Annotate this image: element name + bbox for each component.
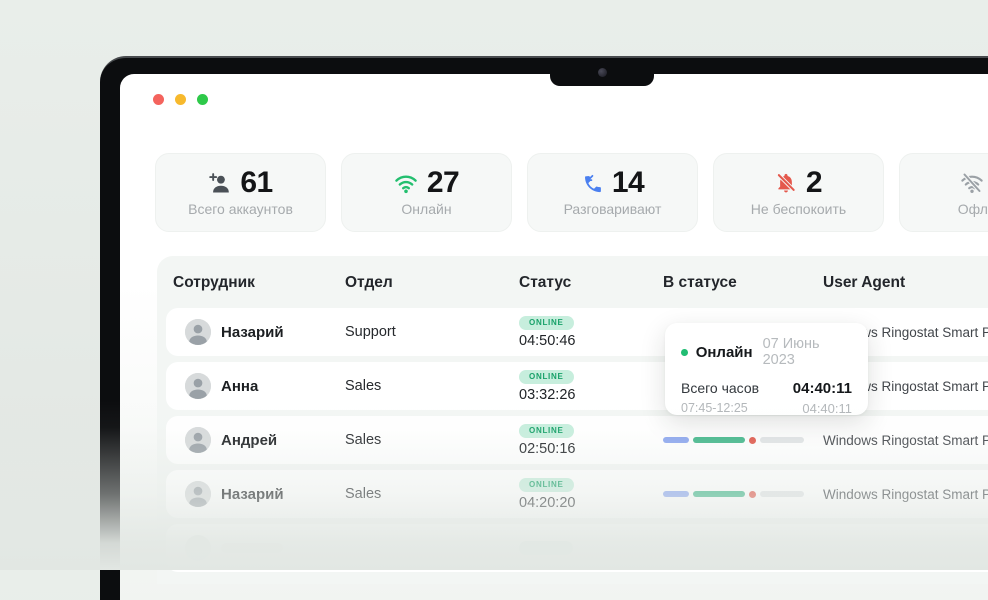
department: Sales xyxy=(345,432,382,448)
phone-incoming-icon xyxy=(581,172,603,194)
employee-name: Назарий xyxy=(221,323,284,341)
user-agent: Windows Ringostat Smart Phone xyxy=(823,432,988,448)
stat-card-1[interactable]: 27 Онлайн xyxy=(341,153,512,232)
tooltip-time-interval: 07:45-12:25 xyxy=(681,401,748,415)
status-badge: ONLINE xyxy=(519,369,574,384)
employees-table: Сотрудник Отдел Статус В статусе User Agent … xyxy=(157,256,988,584)
employee-name: Андрей xyxy=(221,431,278,449)
status-time: 04:20:20 xyxy=(519,494,576,511)
status-badge: ONLINE xyxy=(519,423,574,438)
status-progress-bar xyxy=(663,490,823,498)
table-row[interactable]: Назарий Sales ONLINE 04:20:20 Windows Ri… xyxy=(166,470,988,518)
webcam-notch xyxy=(550,58,654,86)
employee-name: Назарий xyxy=(221,485,284,503)
stat-card-4[interactable]: 3 Офлайн xyxy=(899,153,988,232)
bar-segment xyxy=(663,437,689,443)
table-header-row: Сотрудник Отдел Статус В статусе User Agent xyxy=(173,272,988,308)
column-header-2: Статус xyxy=(519,274,572,291)
user-plus-icon xyxy=(208,172,231,195)
stat-card-2[interactable]: 14 Разговаривают xyxy=(527,153,698,232)
stat-value: 27 xyxy=(426,166,460,199)
column-header-4: User Agent xyxy=(823,274,906,291)
column-header-1: Отдел xyxy=(345,274,393,291)
stat-card-0[interactable]: 61 Всего аккаунтов xyxy=(155,153,326,232)
webcam-icon xyxy=(598,68,607,77)
minimize-window-button[interactable] xyxy=(175,94,186,105)
window-controls xyxy=(153,94,208,105)
close-window-button[interactable] xyxy=(153,94,164,105)
stat-label: Всего аккаунтов xyxy=(188,201,293,217)
bell-slash-icon xyxy=(775,172,797,194)
column-header-0: Сотрудник xyxy=(173,274,255,291)
table-row[interactable]: Андрей Sales ONLINE 02:50:16 Windows Rin… xyxy=(166,416,988,464)
department: Support xyxy=(345,324,396,340)
stats-cards-row: 61 Всего аккаунтов 27 Онлайн 14 Разговар… xyxy=(155,153,988,232)
status-badge: ONLINE xyxy=(519,477,574,492)
status-time: 03:32:26 xyxy=(519,386,576,403)
department: Sales xyxy=(345,486,382,502)
stat-label: Офлайн xyxy=(957,201,988,217)
avatar xyxy=(185,481,211,507)
bar-segment xyxy=(749,490,756,498)
bar-segment xyxy=(760,437,804,443)
status-time: 04:50:46 xyxy=(519,332,576,349)
maximize-window-button[interactable] xyxy=(197,94,208,105)
stat-value: 61 xyxy=(240,166,273,199)
tooltip-total-hours-label: Всего часов xyxy=(681,380,760,396)
status-time: 02:50:16 xyxy=(519,440,576,457)
status-badge: ONLINE xyxy=(519,315,574,330)
wifi-icon xyxy=(394,171,418,195)
avatar xyxy=(185,319,211,345)
stat-label: Разговаривают xyxy=(563,201,662,217)
tooltip-date: 07 Июнь 2023 xyxy=(762,336,820,368)
avatar xyxy=(185,535,211,561)
user-agent: Windows Ringostat Smart Phone xyxy=(823,486,988,502)
department: Sales xyxy=(345,378,382,394)
bar-segment xyxy=(749,436,756,444)
bar-segment xyxy=(693,491,745,497)
stat-label: Онлайн xyxy=(401,201,452,217)
tooltip-interval-value: 04:40:11 xyxy=(802,401,852,416)
avatar xyxy=(185,373,211,399)
bar-segment xyxy=(760,491,804,497)
stat-value: 2 xyxy=(805,166,823,199)
online-dot-icon xyxy=(681,348,688,356)
avatar xyxy=(185,427,211,453)
tooltip-status-label: Онлайн xyxy=(695,343,753,361)
bar-segment xyxy=(693,437,745,443)
status-progress-bar xyxy=(663,436,823,444)
tooltip-total-hours-value: 04:40:11 xyxy=(792,380,852,397)
bar-segment xyxy=(663,491,689,497)
table-row-ghost[interactable] xyxy=(166,524,988,572)
stat-label: Не беспокоить xyxy=(750,201,847,217)
stat-value: 14 xyxy=(611,166,645,199)
status-tooltip: Онлайн 07 Июнь 2023 Всего часов 04:40:11… xyxy=(665,323,868,416)
stat-card-3[interactable]: 2 Не беспокоить xyxy=(713,153,884,232)
wifi-off-icon xyxy=(960,171,984,195)
column-header-3: В статусе xyxy=(663,274,737,291)
employee-name: Анна xyxy=(221,377,259,395)
